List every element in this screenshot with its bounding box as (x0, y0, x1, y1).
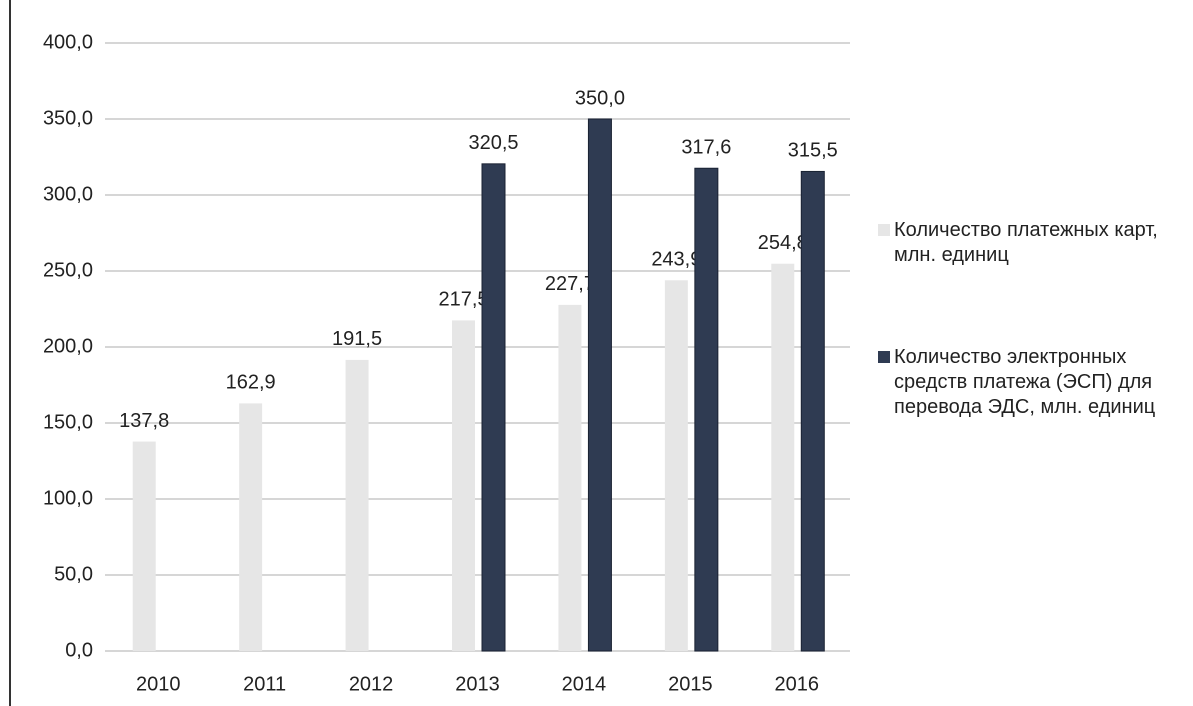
legend-swatch (878, 224, 890, 236)
value-label: 315,5 (788, 140, 838, 162)
bar (481, 163, 506, 652)
value-label: 254,8 (758, 232, 808, 254)
legend-label: Количество платежных карт, млн. единиц (894, 219, 1158, 266)
x-tick-label: 2013 (455, 673, 500, 695)
x-tick-label: 2011 (243, 673, 286, 695)
bar (239, 403, 263, 651)
x-tick-label: 2015 (668, 673, 713, 695)
value-label: 137,8 (119, 410, 169, 432)
y-tick-label: 400,0 (43, 31, 93, 53)
bar (800, 170, 825, 652)
bar (452, 320, 475, 651)
bar (694, 167, 719, 652)
value-label: 320,5 (468, 132, 518, 154)
x-tick-label: 2010 (136, 673, 181, 695)
x-tick-label: 2014 (562, 673, 607, 695)
x-tick-label: 2012 (349, 673, 394, 695)
value-label: 227,7 (545, 273, 595, 295)
legend-entry: Количество платежных карт, млн. единиц (878, 218, 1178, 268)
x-tick-label: 2016 (775, 673, 820, 695)
y-tick-label: 150,0 (43, 411, 93, 433)
legend-entry: Количество электронных средств платежа (… (878, 345, 1178, 420)
y-tick-label: 200,0 (43, 335, 93, 357)
bar (771, 263, 795, 651)
y-tick-label: 300,0 (43, 183, 93, 205)
value-label: 243,9 (651, 249, 701, 271)
bar (558, 304, 582, 651)
y-tick-label: 0,0 (65, 639, 93, 661)
value-label: 217,5 (438, 289, 488, 311)
y-tick-label: 350,0 (43, 107, 93, 129)
legend-label: Количество электронных средств платежа (… (894, 346, 1156, 418)
y-tick-label: 250,0 (43, 259, 93, 281)
y-tick-label: 100,0 (43, 487, 93, 509)
bar (132, 441, 156, 651)
y-tick-label: 50,0 (54, 563, 93, 585)
value-label: 191,5 (332, 328, 382, 350)
bar (587, 118, 612, 652)
value-label: 350,0 (575, 87, 625, 109)
legend-swatch (878, 351, 890, 363)
bar (664, 280, 688, 651)
value-label: 317,6 (681, 137, 731, 159)
value-label: 162,9 (226, 372, 276, 394)
bar (345, 359, 369, 651)
